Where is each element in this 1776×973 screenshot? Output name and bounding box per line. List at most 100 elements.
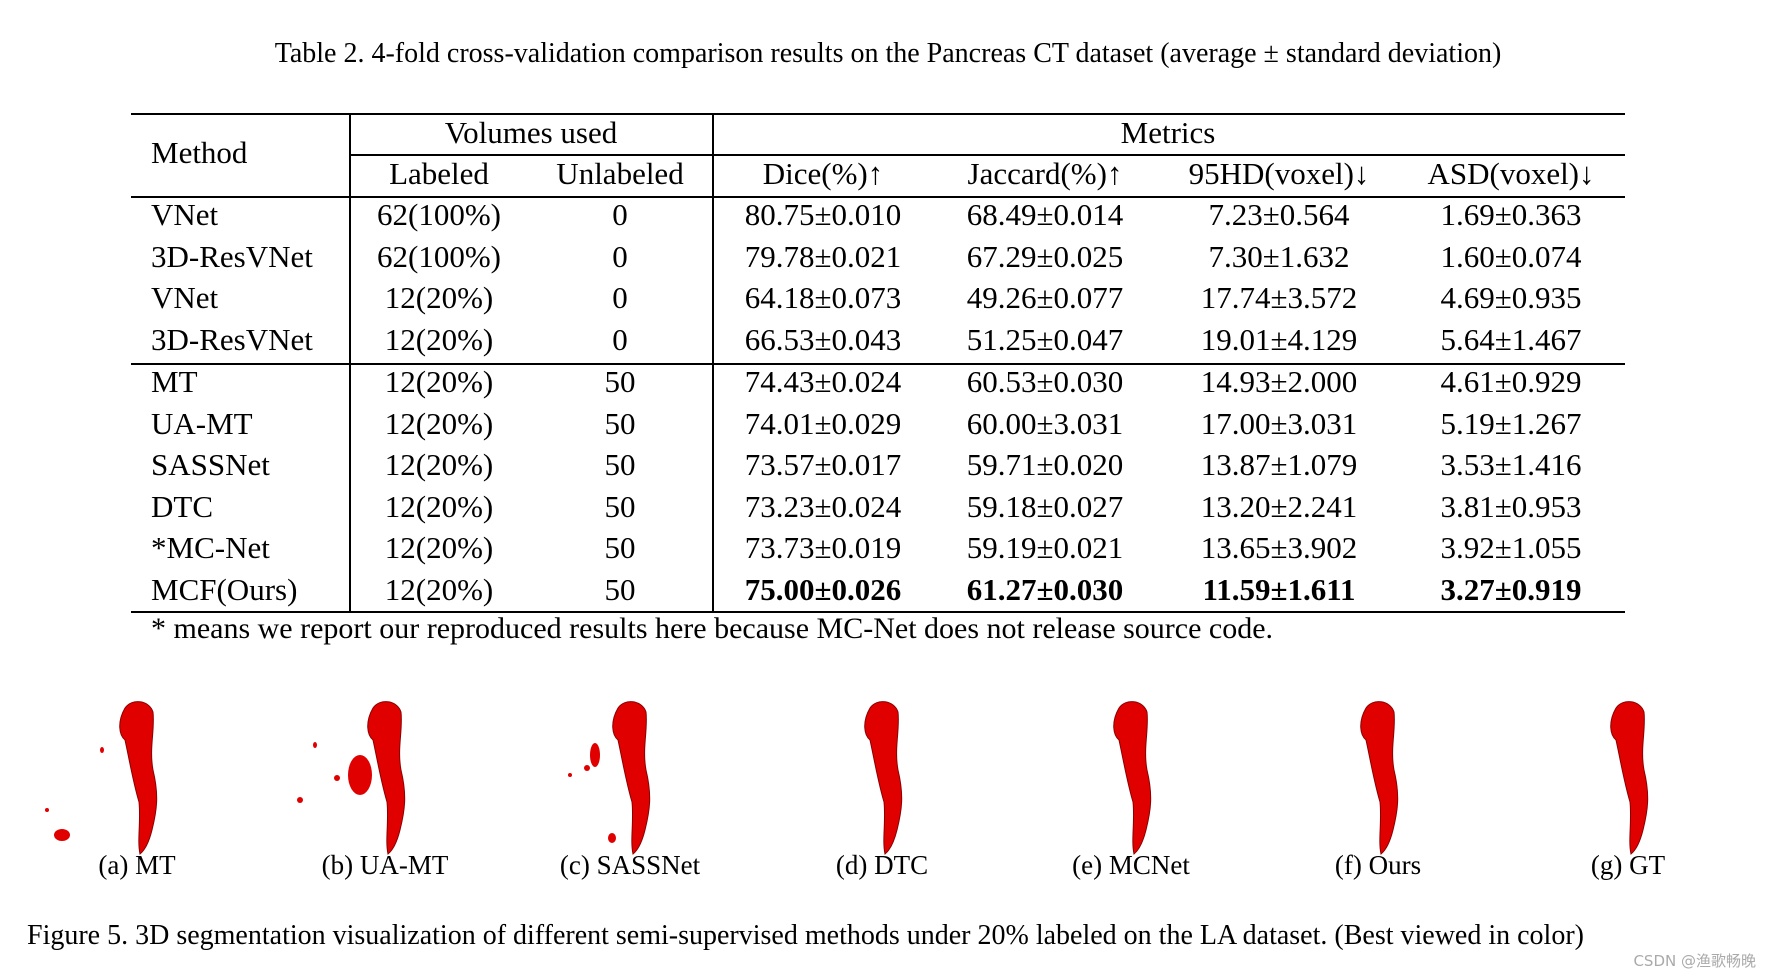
segmentation-render xyxy=(297,701,406,855)
group-divider-rule xyxy=(131,363,1625,365)
panel-label: (f) Ours xyxy=(1334,850,1422,880)
header-method: Method xyxy=(151,135,248,170)
header-jaccard: Jaccard(%)↑ xyxy=(967,156,1123,191)
figure-caption: Figure 5. 3D segmentation visualization … xyxy=(27,920,1584,951)
cell-dice: 73.73±0.019 xyxy=(744,530,902,565)
cell-method: VNet xyxy=(151,197,219,232)
cell-asd: 5.64±1.467 xyxy=(1440,321,1582,357)
cell-hd95: 11.59±1.611 xyxy=(1202,571,1356,607)
method-column-divider xyxy=(349,113,351,612)
cell-dice: 64.18±0.073 xyxy=(744,280,902,315)
segmentation-render xyxy=(45,701,158,855)
cell-hd95: 17.00±3.031 xyxy=(1200,405,1358,441)
segmentation-fragment xyxy=(54,829,70,841)
segmentation-fragment xyxy=(584,765,590,771)
segmentation-fragment xyxy=(100,747,104,753)
cell-labeled: 12(20%) xyxy=(384,488,494,524)
header-bottom-rule xyxy=(131,196,1625,198)
cell-asd: 3.53±1.416 xyxy=(1440,447,1582,482)
cell-dice: 74.01±0.029 xyxy=(744,405,902,441)
segmentation-body xyxy=(367,701,406,855)
segmentation-body xyxy=(612,701,651,855)
segmentation-fragment xyxy=(313,742,317,748)
cell-dice: 74.43±0.024 xyxy=(744,364,902,399)
cell-method: MT xyxy=(151,364,198,399)
cell-jaccard: 60.00±3.031 xyxy=(966,405,1124,441)
cell-method: MCF(Ours) xyxy=(151,571,298,607)
cell-labeled: 12(20%) xyxy=(384,280,494,315)
panel-label: (b) UA-MT xyxy=(321,850,449,880)
segmentation-render xyxy=(1610,701,1649,855)
cell-method: 3D-ResVNet xyxy=(151,238,313,274)
cell-labeled: 12(20%) xyxy=(384,530,494,565)
table-top-rule xyxy=(131,113,1625,115)
cell-dice: 73.57±0.017 xyxy=(744,447,902,482)
cell-method: VNet xyxy=(151,280,219,315)
cell-unlabeled: 50 xyxy=(604,447,636,482)
cell-labeled: 12(20%) xyxy=(384,571,494,607)
cell-labeled: 62(100%) xyxy=(377,238,501,274)
cell-unlabeled: 0 xyxy=(612,238,628,274)
segmentation-fragment xyxy=(45,808,49,812)
segmentation-fragment xyxy=(348,755,372,795)
segmentation-render xyxy=(864,701,903,855)
cell-hd95: 7.23±0.564 xyxy=(1208,197,1350,232)
segmentation-body xyxy=(1113,701,1152,855)
cell-unlabeled: 0 xyxy=(612,197,628,232)
cell-labeled: 12(20%) xyxy=(384,364,494,399)
segmentation-body xyxy=(1360,701,1399,855)
header-mid-rule xyxy=(350,154,1625,156)
panel-label: (d) DTC xyxy=(835,850,929,880)
cell-method: SASSNet xyxy=(151,447,270,482)
cell-asd: 5.19±1.267 xyxy=(1440,405,1582,441)
table-caption: Table 2. 4-fold cross-validation compari… xyxy=(274,38,1502,69)
panel-label: (a) MT xyxy=(98,850,176,880)
cell-asd: 4.69±0.935 xyxy=(1440,280,1582,315)
header-metrics: Metrics xyxy=(1120,115,1216,150)
panel-label: (e) MCNet xyxy=(1072,850,1190,880)
cell-labeled: 12(20%) xyxy=(384,447,494,482)
cell-hd95: 7.30±1.632 xyxy=(1208,238,1350,274)
cell-method: UA-MT xyxy=(151,405,253,441)
cell-asd: 4.61±0.929 xyxy=(1440,364,1582,399)
cell-dice: 73.23±0.024 xyxy=(744,488,902,524)
cell-jaccard: 59.19±0.021 xyxy=(966,530,1124,565)
cell-unlabeled: 50 xyxy=(604,488,636,524)
cell-unlabeled: 50 xyxy=(604,571,636,607)
cell-dice: 80.75±0.010 xyxy=(744,197,902,232)
cell-method: 3D-ResVNet xyxy=(151,321,313,357)
cell-asd: 1.60±0.074 xyxy=(1440,238,1582,274)
header-95hd: 95HD(voxel)↓ xyxy=(1188,156,1370,191)
cell-labeled: 12(20%) xyxy=(384,321,494,357)
cell-jaccard: 59.18±0.027 xyxy=(966,488,1124,524)
header-unlabeled: Unlabeled xyxy=(556,156,684,191)
table-footnote: * means we report our reproduced results… xyxy=(151,612,1274,645)
watermark: CSDN @渔歌畅晚 xyxy=(1633,952,1756,970)
segmentation-body xyxy=(864,701,903,855)
cell-jaccard: 60.53±0.030 xyxy=(966,364,1124,399)
cell-asd: 3.81±0.953 xyxy=(1440,488,1582,524)
cell-jaccard: 59.71±0.020 xyxy=(966,447,1124,482)
cell-method: DTC xyxy=(151,488,213,524)
cell-jaccard: 68.49±0.014 xyxy=(966,197,1124,232)
cell-hd95: 13.20±2.241 xyxy=(1200,488,1358,524)
cell-dice: 66.53±0.043 xyxy=(744,321,902,357)
cell-dice: 75.00±0.026 xyxy=(744,571,902,607)
header-labeled: Labeled xyxy=(389,156,489,191)
panel-label: (g) GT xyxy=(1590,850,1666,880)
cell-hd95: 13.87±1.079 xyxy=(1200,447,1358,482)
segmentation-fragment xyxy=(334,775,340,781)
cell-jaccard: 49.26±0.077 xyxy=(966,280,1124,315)
cell-unlabeled: 50 xyxy=(604,405,636,441)
cell-hd95: 19.01±4.129 xyxy=(1200,321,1358,357)
segmentation-body xyxy=(1610,701,1649,855)
segmentation-fragment xyxy=(590,743,600,767)
cell-method: *MC-Net xyxy=(151,530,270,565)
segmentation-render xyxy=(568,701,651,855)
segmentation-body xyxy=(119,701,158,855)
cell-dice: 79.78±0.021 xyxy=(744,238,902,274)
cell-jaccard: 51.25±0.047 xyxy=(966,321,1124,357)
cell-unlabeled: 50 xyxy=(604,364,636,399)
header-dice: Dice(%)↑ xyxy=(762,156,884,191)
